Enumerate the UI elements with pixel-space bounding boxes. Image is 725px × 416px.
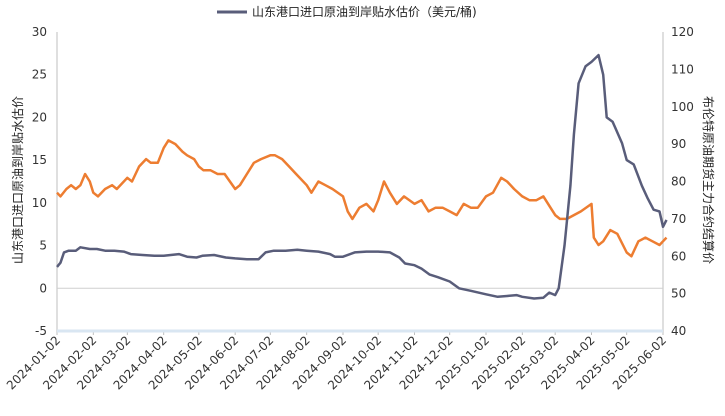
left-tick-label: 0 bbox=[39, 281, 47, 295]
right-tick-label: 40 bbox=[671, 324, 686, 338]
left-tick-label: 20 bbox=[32, 110, 47, 124]
series-line-right bbox=[57, 140, 667, 256]
legend-label: 山东港口进口原油到岸贴水估价（美元/桶) bbox=[252, 4, 477, 19]
left-tick-label: 5 bbox=[39, 239, 47, 253]
right-tick-label: 110 bbox=[671, 62, 694, 76]
right-tick-label: 90 bbox=[671, 137, 686, 151]
right-axis-title: 布伦特原油期货主力合约结算价 bbox=[701, 96, 716, 264]
left-tick-label: 15 bbox=[32, 153, 47, 167]
left-axis-title: 山东港口进口原油到岸贴水估价 bbox=[11, 96, 25, 264]
x-axis: 2024-01-022024-02-022024-03-022024-04-02… bbox=[4, 331, 669, 392]
series-line-left bbox=[57, 55, 667, 298]
left-tick-label: -5 bbox=[35, 324, 47, 338]
left-tick-label: 25 bbox=[32, 68, 47, 82]
right-tick-label: 100 bbox=[671, 100, 694, 114]
right-tick-label: 80 bbox=[671, 175, 686, 189]
right-tick-label: 70 bbox=[671, 212, 686, 226]
right-tick-label: 60 bbox=[671, 249, 686, 263]
right-axis: 40 50 60 70 80 90 100 110 120 bbox=[671, 25, 694, 338]
left-axis: -5 0 5 10 15 20 25 30 bbox=[32, 25, 47, 338]
right-tick-label: 50 bbox=[671, 287, 686, 301]
left-tick-label: 30 bbox=[32, 25, 47, 39]
legend: 山东港口进口原油到岸贴水估价（美元/桶) bbox=[217, 4, 477, 19]
left-tick-label: 10 bbox=[32, 196, 47, 210]
right-tick-label: 120 bbox=[671, 25, 694, 39]
plot-area bbox=[57, 32, 667, 331]
